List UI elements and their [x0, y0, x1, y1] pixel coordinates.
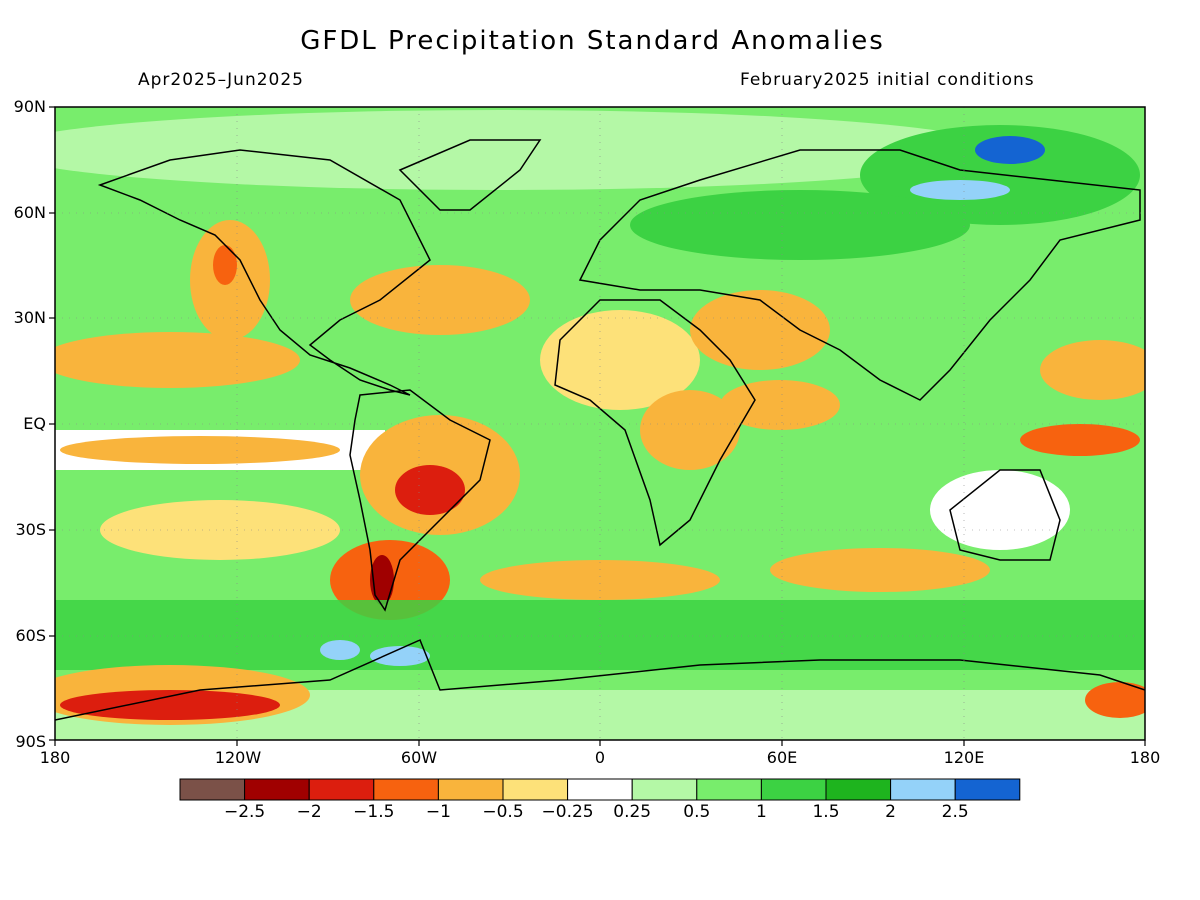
colorbar-swatch	[373, 778, 439, 801]
colorbar-swatch	[567, 778, 633, 801]
field-patch	[975, 136, 1045, 164]
field-patch	[60, 690, 280, 720]
lon-label-120e: 120E	[943, 748, 985, 767]
colorbar-tick-label: −0.25	[541, 802, 594, 822]
lat-label-30s: 30S	[15, 520, 46, 539]
lat-label-60s: 60S	[15, 626, 46, 645]
field-patch	[60, 436, 340, 464]
lon-label-180w: 180	[39, 748, 71, 767]
colorbar-tick-label: 2.5	[941, 802, 969, 822]
colorbar-tick-label: −2.5	[223, 802, 266, 822]
field-patch	[910, 180, 1010, 200]
field-patch	[350, 265, 530, 335]
field-patch	[370, 555, 394, 605]
field-patch	[55, 332, 300, 388]
lat-label-60n: 60N	[13, 203, 46, 222]
field-patch	[320, 640, 360, 660]
axis-ticks	[49, 106, 1146, 746]
colorbar	[179, 778, 1021, 801]
colorbar-tick-label: 1	[755, 802, 767, 822]
colorbar-swatch	[954, 778, 1021, 801]
field-patch	[1020, 424, 1140, 456]
field-patch	[770, 548, 990, 592]
lat-label-90s: 90S	[15, 732, 46, 751]
coast-south-america	[349, 389, 491, 612]
lon-label-120w: 120W	[214, 748, 262, 767]
field-patch	[1040, 340, 1145, 400]
colorbar-tick-label: 0.5	[683, 802, 711, 822]
colorbar-swatch	[244, 778, 310, 801]
colorbar-swatch	[308, 778, 375, 801]
field-patch	[213, 245, 237, 285]
colorbar-swatch	[696, 778, 762, 801]
colorbar-swatch	[437, 778, 504, 801]
colorbar-swatch	[825, 778, 892, 801]
coast-eurasia	[578, 149, 1141, 401]
coast-north-america	[97, 149, 431, 396]
field-patch	[55, 600, 1145, 670]
colorbar-tick-label: −1.5	[353, 802, 395, 822]
colorbar-swatch	[890, 778, 956, 801]
colorbar-tick-label: −0.5	[482, 802, 524, 822]
colorbar-tick-label: 2	[885, 802, 896, 822]
forecast-period: Apr2025–Jun2025	[138, 70, 304, 90]
lat-label-90n: 90N	[13, 97, 46, 116]
field-patch	[100, 500, 340, 560]
field-patch	[630, 190, 970, 260]
graticule	[55, 107, 1145, 740]
coast-australia	[949, 469, 1061, 561]
lon-label-180e: 180	[1129, 748, 1161, 767]
field-patch	[55, 110, 1000, 190]
coast-africa	[554, 299, 756, 547]
lat-label-eq: EQ	[23, 414, 46, 433]
field-patch	[1085, 682, 1145, 718]
field-patch	[640, 390, 740, 470]
map-title: GFDL Precipitation Standard Anomalies	[300, 26, 885, 56]
field-patch	[540, 310, 700, 410]
field-patch	[480, 560, 720, 600]
field-patch	[720, 380, 840, 430]
colorbar-swatch	[760, 778, 827, 801]
colorbar-swatch	[631, 778, 698, 801]
lon-label-0: 0	[594, 748, 606, 767]
colorbar-tick-label: 0.25	[613, 802, 652, 822]
coastlines	[55, 139, 1145, 721]
initial-conditions: February2025 initial conditions	[740, 70, 1035, 90]
colorbar-tick-label: −2	[296, 802, 322, 822]
coast-greenland	[398, 139, 542, 211]
field-patch	[370, 646, 430, 666]
field-patch	[690, 290, 830, 370]
lat-label-30n: 30N	[13, 308, 46, 327]
colorbar-tick-label: −1	[425, 802, 451, 822]
colorbar-swatch	[179, 778, 246, 801]
colorbar-swatch	[502, 778, 569, 801]
field-patch	[395, 465, 465, 515]
lon-label-60w: 60W	[400, 748, 438, 767]
coast-antarctica	[55, 638, 1145, 721]
anomaly-field	[55, 107, 1145, 740]
lon-label-60e: 60E	[766, 748, 798, 767]
colorbar-tick-label: 1.5	[812, 802, 840, 822]
